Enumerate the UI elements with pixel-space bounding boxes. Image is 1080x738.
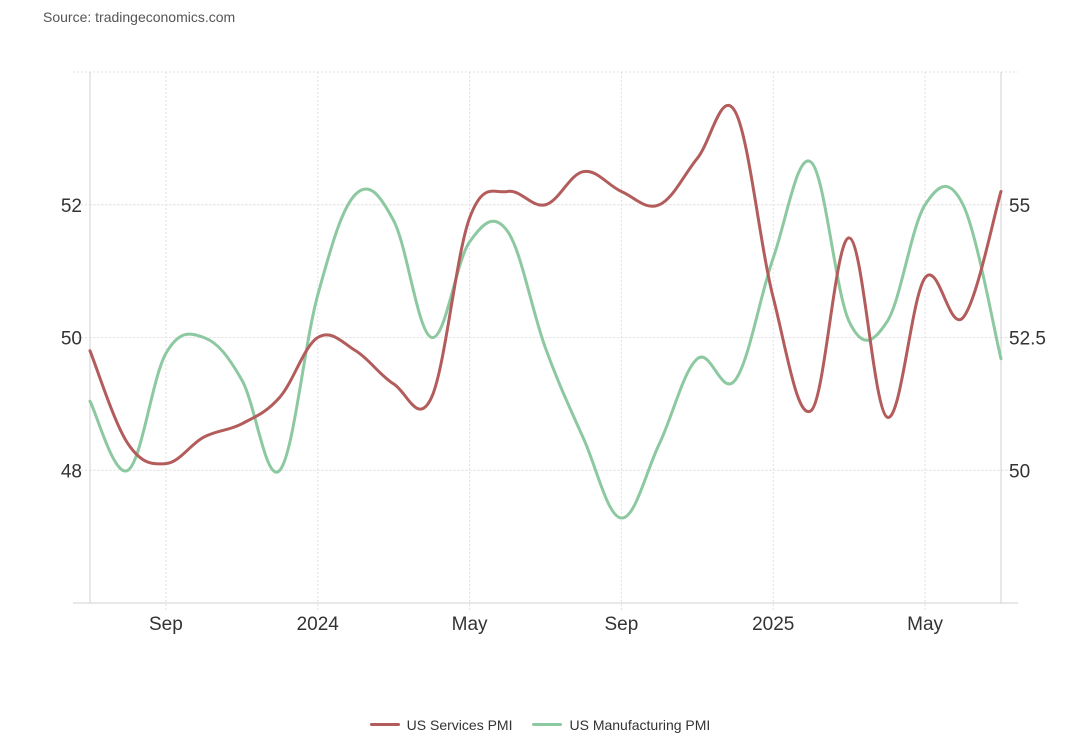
legend-label: US Manufacturing PMI <box>569 716 711 733</box>
tick-labels: 48 50 52 50 52.5 55 Sep 2024 May Sep 2025 May <box>61 196 1046 635</box>
left-tick-label: 52 <box>61 196 82 217</box>
legend-swatch <box>369 723 400 726</box>
axes <box>73 72 1018 604</box>
legend: US Services PMI US Manufacturing PMI <box>0 713 1080 733</box>
x-tick-label: Sep <box>605 614 639 635</box>
legend-item-manufacturing[interactable]: US Manufacturing PMI <box>532 717 710 733</box>
grid <box>73 71 1018 611</box>
series-line-services <box>88 103 1003 466</box>
series-lines <box>88 103 1003 520</box>
series-line-manufacturing <box>88 159 1003 520</box>
right-tick-label: 50 <box>1009 461 1030 482</box>
x-tick-label: Sep <box>149 614 183 635</box>
right-tick-label: 52.5 <box>1009 329 1046 350</box>
pmi-line-chart: 48 50 52 50 52.5 55 Sep 2024 May Sep 2025 May <box>61 71 1046 635</box>
left-tick-label: 50 <box>61 329 82 350</box>
legend-item-services[interactable]: US Services PMI <box>369 716 513 733</box>
x-tick-label: 2024 <box>297 614 340 635</box>
legend-label: US Services PMI <box>406 716 513 733</box>
left-tick-label: 48 <box>61 461 82 482</box>
x-tick-label: 2025 <box>752 614 794 635</box>
x-tick-label: May <box>907 614 943 635</box>
source-note: Source: tradingeconomics.com <box>43 9 236 25</box>
right-tick-label: 55 <box>1009 196 1030 217</box>
legend-swatch <box>532 723 563 726</box>
x-tick-label: May <box>452 614 488 635</box>
